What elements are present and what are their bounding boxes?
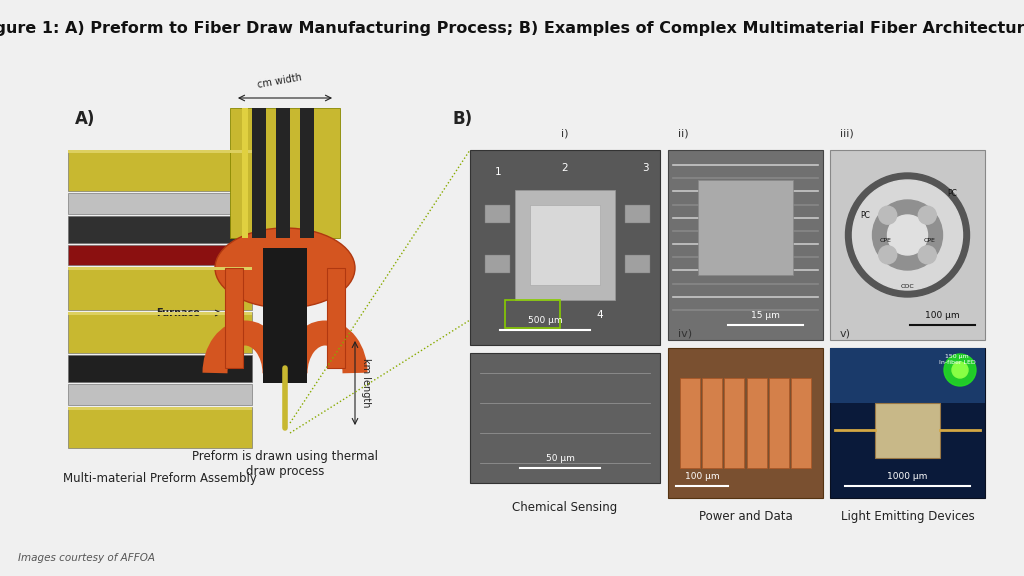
Text: 2: 2 — [258, 198, 265, 211]
Bar — [724, 378, 744, 468]
Bar — [830, 348, 985, 403]
Bar — [874, 403, 940, 458]
Text: Surface Microstructure: Surface Microstructure — [678, 348, 813, 361]
Bar — [668, 348, 823, 498]
Bar — [68, 312, 252, 354]
Text: B): B) — [452, 110, 472, 128]
Bar — [68, 407, 252, 410]
Bar — [68, 267, 252, 310]
Text: Chemical Sensing: Chemical Sensing — [512, 501, 617, 514]
Bar — [68, 267, 252, 270]
Text: 4: 4 — [597, 310, 603, 320]
Bar — [791, 378, 811, 468]
Bar — [68, 193, 252, 214]
Text: ii): ii) — [678, 128, 688, 138]
Bar — [698, 180, 793, 275]
Bar — [242, 108, 248, 238]
Text: Light Emitting Devices: Light Emitting Devices — [841, 510, 975, 523]
Bar — [68, 312, 252, 315]
Circle shape — [952, 362, 968, 378]
Circle shape — [853, 180, 963, 290]
Text: 500 μm: 500 μm — [527, 316, 562, 325]
Text: Power and Data: Power and Data — [698, 510, 793, 523]
Text: 2: 2 — [562, 163, 568, 173]
Text: Images courtesy of AFFOA: Images courtesy of AFFOA — [18, 553, 155, 563]
Text: iii): iii) — [840, 128, 854, 138]
Circle shape — [846, 173, 970, 297]
Bar — [530, 205, 600, 285]
Bar — [702, 378, 722, 468]
Text: iv): iv) — [678, 328, 692, 338]
Text: PC: PC — [947, 188, 957, 198]
Bar — [485, 205, 510, 223]
Bar — [485, 255, 510, 273]
Circle shape — [919, 246, 936, 264]
Bar — [830, 150, 985, 340]
Bar — [68, 355, 252, 382]
Text: 50 μm: 50 μm — [546, 454, 574, 463]
Bar — [68, 384, 252, 405]
Text: A): A) — [75, 110, 95, 128]
Text: 15 μm: 15 μm — [751, 311, 780, 320]
Circle shape — [872, 200, 942, 270]
Text: CPE: CPE — [880, 237, 892, 242]
Bar — [276, 108, 290, 238]
Bar — [515, 190, 615, 300]
Bar — [230, 108, 340, 238]
Bar — [470, 150, 660, 345]
Bar — [68, 245, 252, 266]
Circle shape — [944, 354, 976, 386]
Bar — [68, 150, 252, 153]
Text: i): i) — [561, 128, 568, 138]
Bar — [668, 150, 823, 340]
Text: 1: 1 — [258, 249, 265, 263]
Text: COC: COC — [901, 285, 914, 290]
Bar — [68, 216, 252, 242]
Text: km length: km length — [361, 358, 371, 408]
Text: 3: 3 — [258, 223, 265, 237]
Bar — [505, 300, 560, 328]
Text: 100 μm: 100 μm — [926, 311, 959, 320]
Ellipse shape — [215, 228, 355, 308]
Text: Multi-material Preform Assembly: Multi-material Preform Assembly — [63, 472, 257, 485]
Bar — [746, 378, 767, 468]
Text: 150 μm
In-fiber LED: 150 μm In-fiber LED — [939, 354, 976, 365]
Text: cm width: cm width — [257, 73, 303, 90]
Bar — [300, 108, 314, 238]
Bar — [252, 108, 266, 238]
Bar — [680, 378, 700, 468]
Bar — [625, 255, 650, 273]
Text: 1000 μm: 1000 μm — [888, 472, 928, 481]
Text: v): v) — [840, 328, 851, 338]
Bar — [769, 378, 788, 468]
Bar — [327, 268, 345, 368]
Text: 3: 3 — [642, 163, 648, 173]
Text: 4: 4 — [258, 283, 265, 296]
Bar — [225, 268, 243, 368]
Bar — [263, 248, 307, 383]
Text: Preform is drawn using thermal
draw process: Preform is drawn using thermal draw proc… — [193, 450, 378, 478]
Text: PC: PC — [860, 210, 870, 219]
Text: Figure 1: A) Preform to Fiber Draw Manufacturing Process; B) Examples of Complex: Figure 1: A) Preform to Fiber Draw Manuf… — [0, 21, 1024, 36]
Bar — [625, 205, 650, 223]
Text: CPE: CPE — [924, 237, 936, 242]
Text: 1: 1 — [495, 167, 502, 177]
Circle shape — [879, 206, 897, 224]
Circle shape — [919, 206, 936, 224]
Circle shape — [888, 215, 928, 255]
Bar — [830, 348, 985, 498]
Bar — [68, 407, 252, 448]
Circle shape — [879, 246, 897, 264]
Bar — [470, 353, 660, 483]
Text: 100 μm: 100 μm — [685, 472, 719, 481]
Bar — [68, 150, 252, 191]
Text: Biomedical: Biomedical — [874, 348, 940, 361]
Text: Furnace: Furnace — [156, 308, 200, 318]
